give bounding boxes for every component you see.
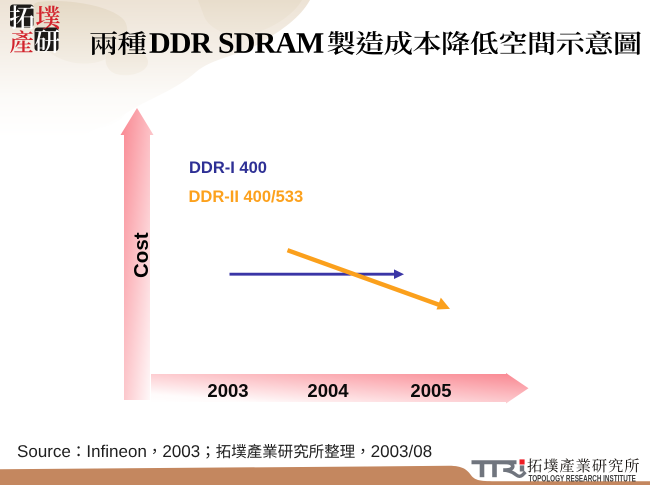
svg-text:DDR-II 400/533: DDR-II 400/533 (189, 188, 304, 206)
svg-text:DDR-I 400: DDR-I 400 (189, 159, 267, 177)
svg-text:2005: 2005 (410, 380, 451, 401)
svg-text:2004: 2004 (307, 380, 349, 401)
svg-text:TOPOLOGY RESEARCH INSTITUTE: TOPOLOGY RESEARCH INSTITUTE (529, 473, 637, 484)
svg-text:2003: 2003 (207, 380, 248, 401)
svg-text:Cost: Cost (130, 232, 153, 278)
